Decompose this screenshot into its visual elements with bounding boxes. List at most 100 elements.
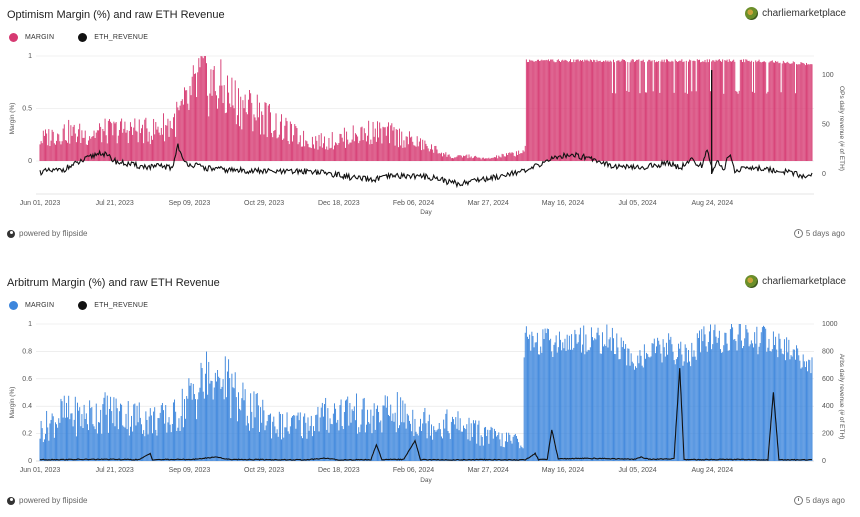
legend-item-eth-revenue[interactable]: ETH_REVENUE	[78, 33, 148, 42]
margin-bar	[608, 339, 610, 461]
author-link[interactable]: charliemarketplace	[745, 7, 846, 20]
margin-bar	[759, 343, 761, 461]
margin-bar	[172, 402, 174, 461]
margin-bar	[209, 383, 211, 461]
margin-bar	[425, 143, 427, 161]
margin-bar	[739, 59, 741, 161]
margin-bar	[82, 428, 84, 461]
margin-bar	[49, 146, 51, 161]
margin-bar	[664, 62, 666, 162]
margin-bar	[646, 352, 648, 461]
y-tick-label: 0.5	[22, 106, 32, 113]
margin-bar	[172, 117, 174, 161]
legend-item-margin[interactable]: MARGIN	[9, 301, 54, 310]
powered-by[interactable]: powered by flipside	[7, 229, 87, 238]
margin-bar	[308, 147, 310, 161]
margin-bar	[798, 64, 800, 161]
margin-bar	[640, 355, 642, 461]
margin-bar	[564, 338, 566, 461]
legend-swatch-eth-revenue	[78, 33, 88, 42]
margin-bar	[408, 420, 410, 461]
margin-bar	[768, 62, 770, 162]
y-axis-label: Margin (%)	[9, 103, 16, 135]
margin-bar	[86, 424, 88, 461]
margin-bar	[445, 152, 447, 161]
margin-bar	[435, 431, 437, 461]
margin-bar	[40, 141, 42, 161]
margin-bar	[798, 355, 800, 461]
margin-bar	[418, 426, 420, 461]
margin-bar	[449, 156, 451, 161]
margin-bar	[611, 93, 613, 161]
margin-bar	[62, 128, 64, 161]
margin-bar	[549, 61, 550, 161]
margin-bar	[486, 436, 488, 461]
margin-bar	[217, 108, 219, 161]
margin-bar	[659, 344, 661, 461]
margin-bar	[787, 352, 789, 461]
margin-bar	[423, 149, 425, 161]
margin-bar	[207, 394, 209, 461]
margin-bar	[597, 61, 599, 161]
margin-bar	[148, 416, 150, 461]
margin-bar	[759, 61, 761, 161]
margin-bar	[245, 112, 247, 161]
margin-bar	[718, 330, 720, 461]
margin-bar	[631, 361, 633, 461]
margin-bar	[777, 61, 779, 162]
margin-bar	[182, 427, 184, 461]
margin-bar	[475, 155, 477, 161]
margin-bar	[209, 93, 211, 161]
legend-item-eth-revenue[interactable]: ETH_REVENUE	[78, 301, 148, 310]
margin-bar	[699, 59, 700, 161]
margin-bar	[399, 425, 400, 461]
margin-bar	[775, 60, 777, 161]
margin-bar	[242, 382, 244, 461]
margin-bar	[290, 417, 292, 461]
margin-bar	[497, 158, 499, 161]
margin-bar	[100, 126, 102, 161]
margin-bar	[754, 332, 756, 461]
margin-bar	[115, 122, 117, 161]
margin-bar	[49, 423, 51, 461]
margin-bar	[126, 130, 128, 161]
margin-bar	[360, 127, 362, 161]
margin-bar	[233, 388, 235, 461]
margin-bar	[507, 441, 509, 461]
margin-bar	[135, 130, 137, 161]
margin-bar	[185, 90, 187, 161]
margin-bar	[592, 61, 593, 162]
margin-bar	[455, 157, 457, 161]
margin-bar	[605, 346, 607, 461]
margin-bar	[369, 144, 371, 161]
margin-bar	[260, 134, 262, 161]
margin-bar	[633, 61, 635, 161]
margin-bar	[332, 413, 334, 461]
margin-bar	[171, 128, 173, 161]
margin-bar	[168, 417, 170, 461]
margin-bar	[245, 425, 247, 461]
margin-bar	[653, 338, 655, 461]
margin-bar	[532, 335, 534, 461]
margin-bar	[222, 103, 224, 161]
legend-item-margin[interactable]: MARGIN	[9, 33, 54, 42]
margin-bar	[394, 412, 396, 461]
margin-bar	[604, 344, 606, 461]
margin-bar	[93, 130, 95, 161]
margin-bar	[345, 400, 346, 461]
margin-bar	[506, 153, 507, 161]
margin-bar	[749, 61, 751, 161]
margin-bar	[134, 403, 136, 461]
margin-bar	[568, 335, 570, 461]
margin-bar	[460, 155, 462, 161]
margin-bar	[83, 137, 85, 161]
arbitrum-chart-svg: 0 0.2 0.4 0.6 0.8 1 0 200 400 600 800 1000 Jun 01, 2…	[9, 321, 845, 484]
margin-bar	[610, 61, 612, 161]
powered-by[interactable]: powered by flipside	[7, 496, 87, 505]
y-tick-label: 0	[28, 158, 32, 165]
margin-bar	[701, 329, 703, 461]
margin-bar	[111, 411, 113, 461]
author-link[interactable]: charliemarketplace	[745, 275, 846, 288]
margin-bar	[581, 60, 582, 162]
margin-bar	[611, 327, 613, 461]
